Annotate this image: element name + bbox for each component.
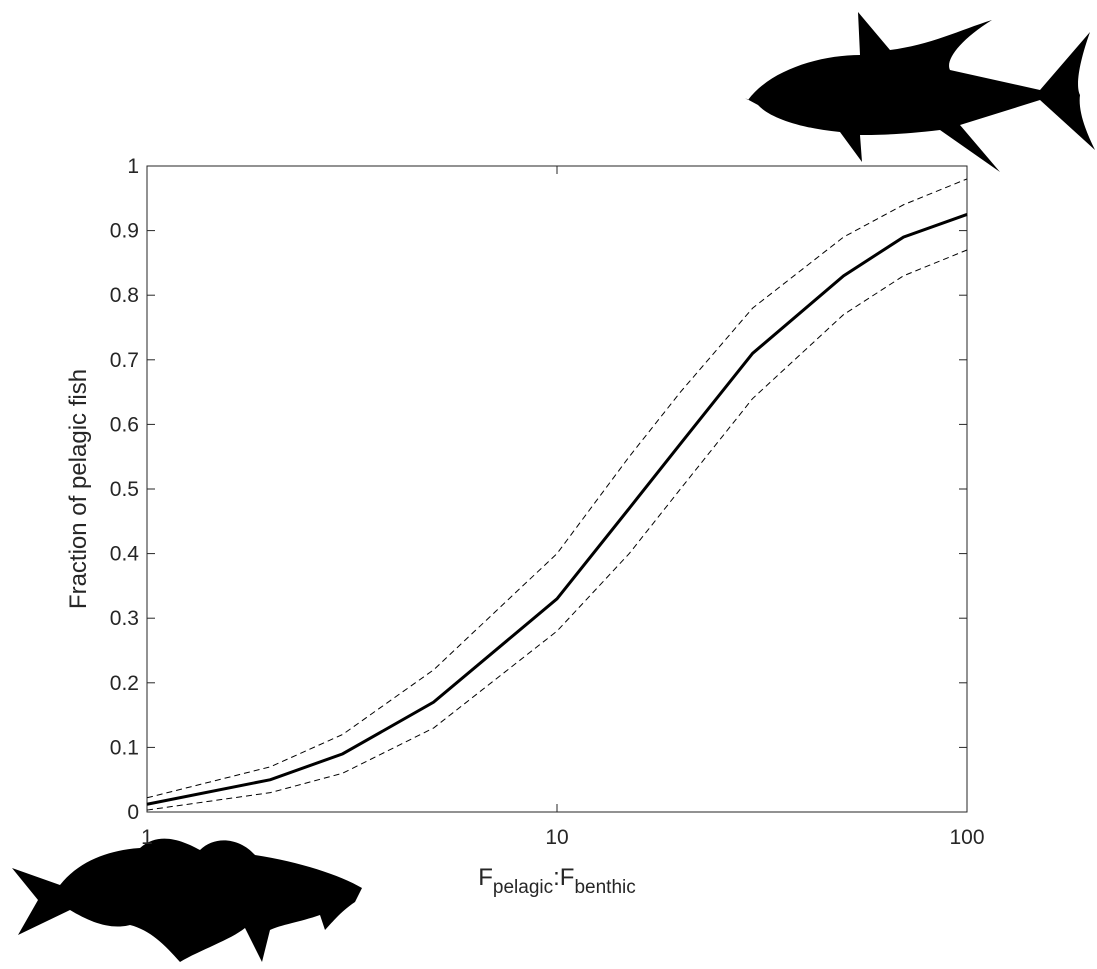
line-series [146, 178, 968, 799]
x-label-sub: benthic [574, 877, 635, 898]
x-axis-label: Fpelagic:Fbenthic [478, 864, 636, 898]
y-axis-label: Fraction of pelagic fish [65, 369, 92, 609]
cod-icon [12, 838, 362, 962]
y-tick-label: 0.7 [110, 349, 139, 372]
x-label-sub: pelagic [493, 877, 553, 898]
y-tick-label: 0.3 [110, 607, 139, 630]
y-tick-label: 0.6 [110, 413, 139, 436]
y-tick-label: 0.1 [110, 736, 139, 759]
x-tick-label: 10 [545, 826, 568, 849]
y-tick-label: 1 [127, 155, 139, 178]
y-tick-label: 0.9 [110, 220, 139, 243]
y-tick-label: 0 [127, 801, 139, 824]
y-tick-label: 0.5 [110, 478, 139, 501]
y-tick-label: 0.8 [110, 284, 139, 307]
y-tick-label: 0.4 [110, 543, 140, 566]
x-tick-label: 1 [141, 826, 153, 849]
x-label-part: :F [553, 864, 574, 891]
y-tick-label: 0.2 [110, 672, 139, 695]
line-series [146, 249, 968, 811]
axes-box [146, 165, 968, 813]
line-series [146, 213, 968, 806]
x-tick-label: 100 [949, 826, 984, 849]
tuna-icon [745, 12, 1095, 172]
x-label-part: F [478, 864, 493, 891]
